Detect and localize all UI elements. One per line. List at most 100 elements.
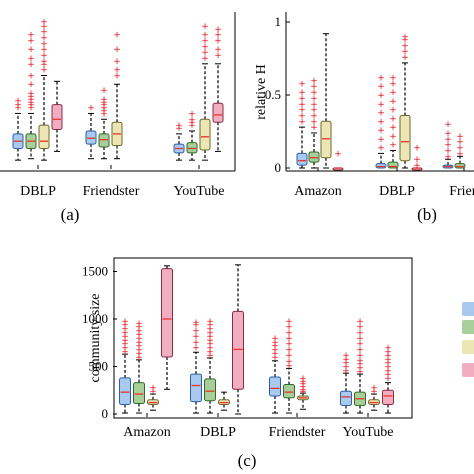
outlier-point: +	[310, 106, 318, 116]
outlier-point: +	[384, 355, 392, 365]
outlier-point: +	[14, 101, 22, 111]
outlier-point: +	[271, 334, 279, 344]
box-series-2	[283, 384, 295, 399]
outlier-point: +	[356, 323, 364, 333]
outlier-point: +	[456, 144, 464, 154]
panel-b-ytick-label: 1	[275, 14, 282, 29]
box-series-2	[204, 378, 216, 402]
legend-swatch-1	[462, 302, 474, 316]
outlier-point: +	[444, 129, 452, 139]
outlier-point: +	[188, 115, 196, 125]
outlier-point: +	[298, 88, 306, 98]
panel-b-caption: (b)	[417, 205, 437, 224]
outlier-point: +	[27, 54, 35, 64]
outlier-point: +	[201, 36, 209, 46]
outlier-point: +	[135, 349, 143, 359]
outlier-point: +	[310, 117, 318, 127]
panel-b-category-label: DBLP	[379, 184, 415, 199]
outlier-point: +	[356, 351, 364, 361]
panel-b-category-label: Frien	[449, 184, 474, 199]
outlier-point: +	[27, 104, 35, 114]
outlier-point: +	[298, 100, 306, 110]
outlier-point: +	[121, 347, 129, 357]
outlier-point: +	[285, 323, 293, 333]
outlier-point: +	[135, 326, 143, 336]
outlier-point: +	[456, 138, 464, 148]
outlier-point: +	[87, 104, 95, 114]
outlier-point: +	[206, 347, 214, 357]
outlier-point: +	[285, 340, 293, 350]
outlier-point: +	[27, 60, 35, 70]
outlier-point: +	[206, 336, 214, 346]
outlier-point: +	[389, 132, 397, 142]
outlier-point: +	[214, 31, 222, 41]
outlier-point: +	[135, 334, 143, 344]
box-series-4	[161, 268, 173, 358]
outlier-point: +	[27, 80, 35, 90]
outlier-point: +	[40, 28, 48, 38]
outlier-point: +	[113, 66, 121, 76]
legend-swatch-3	[462, 340, 474, 354]
outlier-point: +	[456, 132, 464, 142]
outlier-point: +	[175, 124, 183, 134]
outlier-point: +	[389, 123, 397, 133]
outlier-point: +	[444, 141, 452, 151]
outlier-point: +	[40, 66, 48, 76]
box-series-2	[98, 133, 110, 148]
outlier-point: +	[100, 98, 108, 108]
outlier-point: +	[389, 106, 397, 116]
panel-a: DBLP Friendster YouTube+++++++++++++++++++…	[0, 12, 236, 224]
panel-c-ytick-label: 1000	[82, 311, 108, 326]
panel-c-caption: (c)	[238, 451, 257, 470]
outlier-point: +	[206, 351, 214, 361]
outlier-point: +	[113, 71, 121, 81]
outlier-point: +	[285, 345, 293, 355]
outlier-point: +	[299, 374, 307, 384]
outlier-point: +	[40, 17, 48, 27]
outlier-point: +	[121, 317, 129, 327]
outlier-point: +	[356, 345, 364, 355]
panel-b-plot-area: 00.51AmazonDBLPFrien++++++++++++++++++++…	[265, 14, 474, 199]
outlier-point: +	[214, 36, 222, 46]
outlier-point: +	[201, 54, 209, 64]
legend-swatch-4	[462, 363, 474, 377]
outlier-point: +	[121, 328, 129, 338]
outlier-point: +	[135, 353, 143, 363]
outlier-point: +	[384, 359, 392, 369]
outlier-point: +	[298, 117, 306, 127]
box-series-1	[190, 373, 202, 403]
outlier-point: +	[121, 325, 129, 335]
outlier-point: +	[40, 39, 48, 49]
panel-b-ylabel: relative H	[254, 64, 269, 120]
outlier-point: +	[456, 149, 464, 159]
box-series-4	[382, 389, 394, 405]
outlier-point: +	[413, 161, 421, 171]
outlier-point: +	[214, 51, 222, 61]
panel-a-category-label: YouTube	[174, 184, 225, 199]
outlier-point: +	[299, 385, 307, 395]
outlier-point: +	[298, 79, 306, 89]
outlier-point: +	[135, 323, 143, 333]
outlier-point: +	[100, 107, 108, 117]
outlier-point: +	[214, 25, 222, 35]
outlier-point: +	[201, 42, 209, 52]
outlier-point: +	[121, 340, 129, 350]
outlier-point: +	[100, 104, 108, 114]
outlier-point: +	[206, 317, 214, 327]
outlier-point: +	[444, 146, 452, 156]
outlier-point: +	[356, 367, 364, 377]
outlier-point: +	[285, 362, 293, 372]
outlier-point: +	[389, 79, 397, 89]
outlier-point: +	[384, 366, 392, 376]
panel-b-ytick-label: 0.5	[265, 87, 281, 102]
outlier-point: +	[100, 95, 108, 105]
outlier-point: +	[201, 31, 209, 41]
box-series-2	[308, 151, 320, 163]
outlier-point: +	[40, 34, 48, 44]
outlier-point: +	[298, 94, 306, 104]
outlier-point: +	[356, 317, 364, 327]
outlier-point: +	[356, 328, 364, 338]
panel-c-category-label: YouTube	[343, 425, 394, 440]
outlier-point: +	[206, 344, 214, 354]
outlier-point: +	[389, 88, 397, 98]
